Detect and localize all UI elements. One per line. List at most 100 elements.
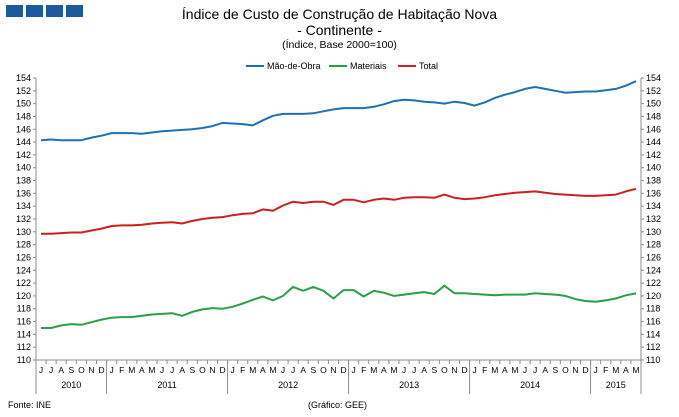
chart-credit: (Gráfico: GEE): [308, 400, 368, 410]
chart-title: Índice de Custo de Construção de Habitaç…: [181, 6, 498, 22]
x-month-label: F: [240, 365, 245, 375]
x-month-label: M: [148, 365, 155, 375]
x-month-label: J: [402, 365, 406, 375]
y-tick-label-right: 150: [646, 99, 661, 109]
x-month-label: O: [199, 365, 206, 375]
x-month-label: A: [179, 365, 185, 375]
x-year-label: 2011: [157, 380, 176, 390]
x-month-label: N: [572, 365, 578, 375]
y-tick-label-left: 152: [16, 86, 31, 96]
x-month-label: A: [421, 365, 427, 375]
x-month-label: M: [632, 365, 639, 375]
x-month-label: J: [231, 365, 235, 375]
y-tick-label-left: 112: [17, 342, 31, 352]
y-tick-label-left: 140: [16, 163, 31, 173]
x-month-label: D: [582, 365, 588, 375]
x-year-label: 2014: [520, 380, 540, 390]
x-month-label: M: [511, 365, 518, 375]
chart-subtitle: (Índice, Base 2000=100): [282, 39, 397, 51]
y-tick-label-right: 130: [646, 227, 661, 237]
logo: [6, 5, 83, 17]
x-month-label: A: [623, 365, 629, 375]
x-month-label: M: [612, 365, 619, 375]
x-month-label: S: [552, 365, 558, 375]
x-month-label: D: [219, 365, 225, 375]
y-tick-label-right: 154: [646, 73, 661, 83]
x-month-label: A: [542, 365, 548, 375]
series-line-materiais: [41, 284, 637, 329]
x-month-label: M: [128, 365, 135, 375]
series-line-total: [41, 187, 637, 235]
x-month-label: F: [482, 365, 487, 375]
y-tick-label-right: 128: [646, 240, 661, 250]
x-month-label: J: [412, 365, 416, 375]
y-tick-label-left: 120: [16, 291, 31, 301]
x-month-label: A: [58, 365, 64, 375]
x-month-label: S: [431, 365, 437, 375]
y-tick-label-right: 136: [646, 188, 661, 198]
y-tick-label-right: 144: [646, 137, 661, 147]
y-tick-label-right: 126: [646, 252, 661, 262]
x-month-label: J: [281, 365, 285, 375]
y-tick-label-left: 142: [16, 150, 31, 160]
y-tick-label-left: 122: [16, 278, 31, 288]
x-month-label: O: [562, 365, 569, 375]
y-tick-label-left: 150: [16, 99, 31, 109]
y-tick-label-right: 114: [646, 329, 660, 339]
x-month-label: A: [381, 365, 387, 375]
y-tick-label-right: 152: [646, 86, 661, 96]
x-month-label: O: [441, 365, 448, 375]
y-tick-label-left: 118: [17, 304, 31, 314]
x-month-label: M: [491, 365, 498, 375]
y-tick-label-right: 124: [646, 265, 661, 275]
x-month-label: F: [119, 365, 124, 375]
y-tick-label-left: 138: [16, 176, 31, 186]
x-month-label: D: [340, 365, 346, 375]
y-tick-label-left: 124: [16, 265, 31, 275]
y-tick-label-right: 138: [646, 176, 661, 186]
y-tick-label-left: 132: [16, 214, 31, 224]
x-month-label: N: [451, 365, 457, 375]
x-month-label: J: [594, 365, 598, 375]
y-tick-label-left: 130: [16, 227, 31, 237]
x-month-label: F: [361, 365, 366, 375]
x-month-label: J: [49, 365, 53, 375]
x-month-label: A: [502, 365, 508, 375]
x-month-label: J: [291, 365, 295, 375]
y-tick-label-left: 128: [16, 240, 31, 250]
x-month-label: A: [139, 365, 145, 375]
x-month-label: M: [269, 365, 276, 375]
y-tick-label-right: 120: [646, 291, 661, 301]
y-tick-label-left: 126: [16, 252, 31, 262]
y-tick-label-left: 134: [16, 201, 31, 211]
x-month-label: J: [533, 365, 537, 375]
x-month-label: O: [320, 365, 327, 375]
y-tick-label-right: 148: [646, 111, 661, 121]
y-tick-label-left: 110: [17, 355, 31, 365]
x-month-label: M: [249, 365, 256, 375]
y-tick-label-right: 140: [646, 163, 661, 173]
x-year-label: 2010: [61, 380, 81, 390]
x-year-label: 2012: [278, 380, 298, 390]
x-month-label: J: [352, 365, 356, 375]
x-month-label: M: [370, 365, 377, 375]
legend-label: Materiais: [350, 61, 387, 71]
x-month-label: J: [110, 365, 114, 375]
x-month-label: J: [160, 365, 164, 375]
x-month-label: J: [39, 365, 43, 375]
y-tick-label-right: 142: [646, 150, 661, 160]
y-tick-label-right: 122: [646, 278, 661, 288]
x-month-label: A: [300, 365, 306, 375]
y-tick-label-left: 148: [16, 111, 31, 121]
x-year-label: 2015: [606, 380, 626, 390]
x-month-label: D: [461, 365, 467, 375]
y-tick-label-right: 118: [646, 304, 660, 314]
x-month-label: J: [170, 365, 174, 375]
x-month-label: D: [98, 365, 104, 375]
y-tick-label-right: 110: [646, 355, 660, 365]
x-month-label: J: [523, 365, 527, 375]
x-month-label: F: [603, 365, 608, 375]
x-month-label: O: [78, 365, 85, 375]
x-month-label: N: [330, 365, 336, 375]
legend-label: Mão-de-Obra: [267, 61, 321, 71]
